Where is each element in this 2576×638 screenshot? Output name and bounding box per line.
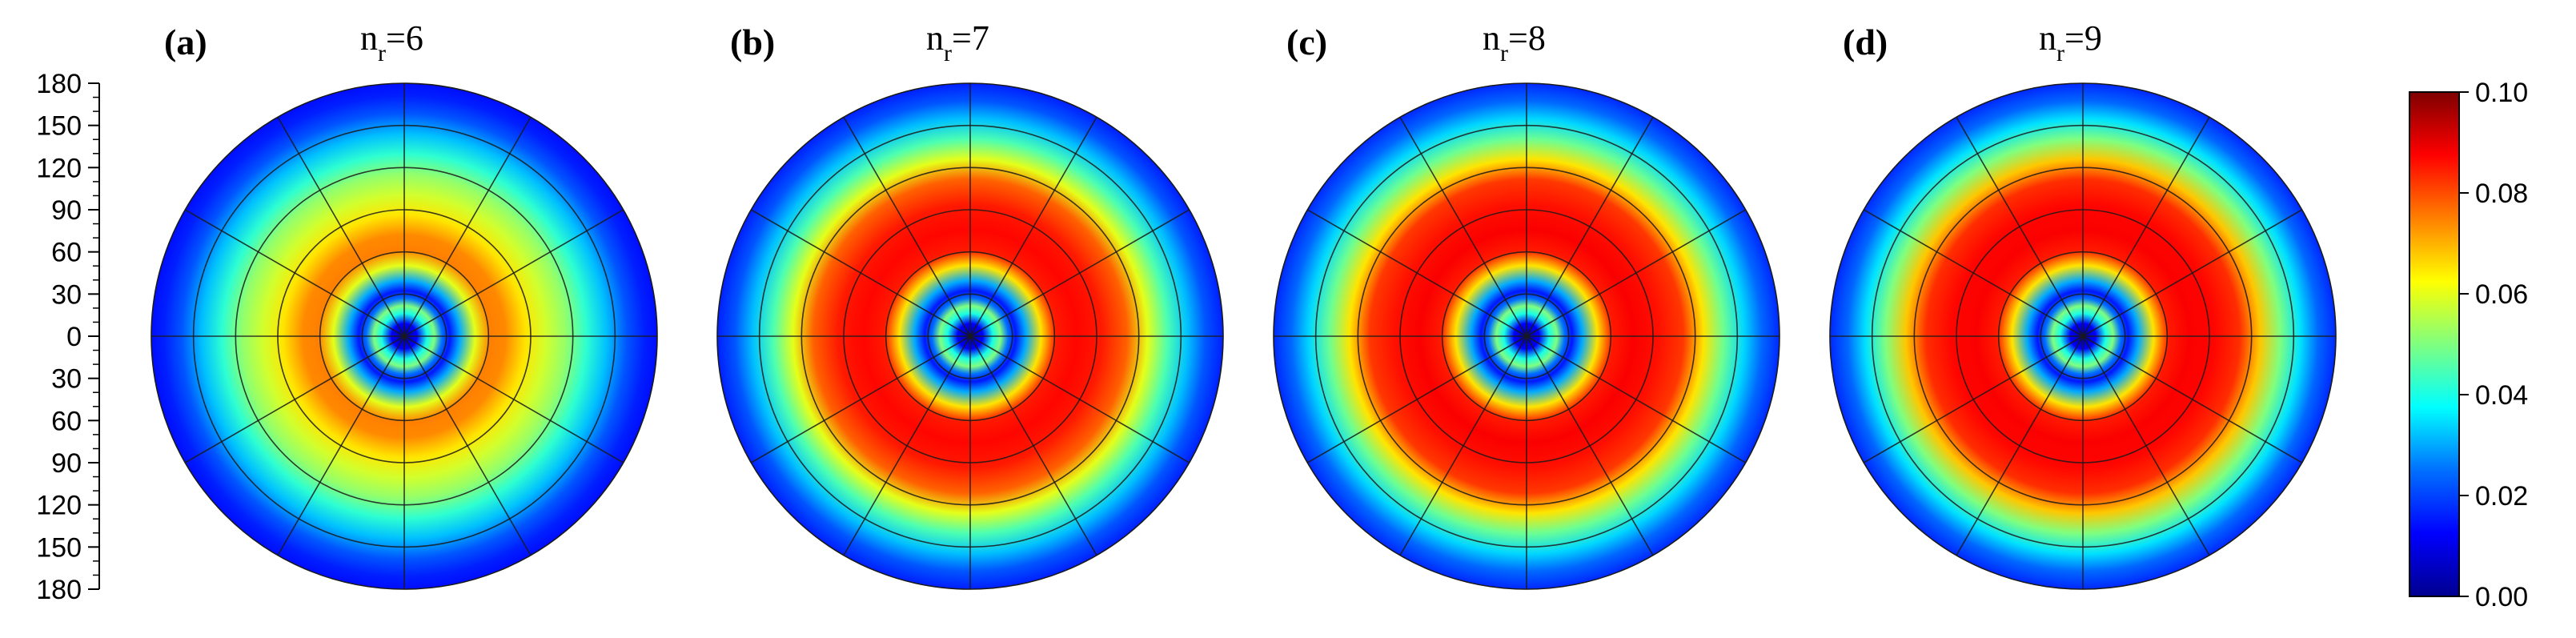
grid-outer-ring	[1273, 82, 1780, 590]
y-tick-label: 180	[36, 69, 82, 99]
grid-ring	[2040, 293, 2126, 379]
grid-ring	[1956, 209, 2210, 463]
panel-label: (c)	[1286, 22, 1327, 62]
y-tick-label: 150	[36, 532, 82, 563]
panels: (a) nr=6 (b) nr=7 (c) nr=8 (d) nr=9	[150, 18, 2337, 590]
grid-outer-ring	[150, 82, 658, 590]
polar-panel-b: (b) nr=7	[716, 18, 1224, 590]
y-axis: 180 150 120 90 60 30 0 30 60 90 120 150 180	[36, 69, 100, 605]
grid-ring	[235, 167, 574, 506]
y-tick-label: 180	[36, 575, 82, 605]
polar-panel-d: (d) nr=9	[1829, 18, 2337, 590]
grid-ring	[758, 124, 1182, 548]
y-tick-label: 0	[66, 322, 82, 352]
y-tick-label: 60	[51, 406, 82, 436]
colorbar-tick-label: 0.02	[2475, 481, 2528, 512]
grid-ring	[1483, 293, 1570, 379]
grid-ring	[800, 167, 1140, 506]
panel-label: (d)	[1843, 22, 1888, 62]
panel-label: (b)	[730, 22, 775, 62]
y-tick-label: 90	[51, 448, 82, 479]
grid-ring	[1871, 124, 2295, 548]
polar-panel-c: (c) nr=8	[1273, 18, 1780, 590]
panel-label: (a)	[164, 22, 207, 62]
panel-title: nr=6	[360, 18, 423, 66]
colorbar-tick-label: 0.08	[2475, 179, 2528, 209]
grid-ring	[192, 124, 616, 548]
y-tick-label: 30	[51, 364, 82, 395]
grid-ring	[277, 209, 532, 463]
panel-title: nr=9	[2039, 18, 2102, 66]
grid-ring	[1441, 251, 1612, 422]
colorbar-tick-label: 0.00	[2475, 582, 2528, 612]
y-tick-label: 120	[36, 491, 82, 521]
grid-ring	[1997, 251, 2169, 422]
colorbar-scale	[2409, 91, 2460, 597]
y-tick-label: 120	[36, 153, 82, 183]
grid-ring	[1913, 167, 2253, 506]
grid-ring	[319, 251, 490, 422]
y-tick-label: 90	[51, 195, 82, 226]
grid-outer-ring	[1829, 82, 2337, 590]
grid-ring	[1399, 209, 1654, 463]
y-tick-label: 30	[51, 279, 82, 310]
panel-title: nr=7	[926, 18, 989, 66]
polar-panel-a: (a) nr=6	[150, 18, 658, 590]
grid-ring	[885, 251, 1056, 422]
colorbar-tick-label: 0.06	[2475, 279, 2528, 310]
grid-ring	[927, 293, 1013, 379]
grid-ring	[361, 293, 447, 379]
grid-ring	[1314, 124, 1739, 548]
grid-ring	[843, 209, 1097, 463]
panel-title: nr=8	[1483, 18, 1546, 66]
y-tick-label: 60	[51, 238, 82, 268]
colorbar-tick-label: 0.10	[2475, 78, 2528, 108]
colorbar: 0.10 0.08 0.06 0.04 0.02 0.00	[2409, 78, 2528, 612]
colorbar-tick-label: 0.04	[2475, 380, 2528, 411]
grid-ring	[1357, 167, 1696, 506]
grid-outer-ring	[716, 82, 1224, 590]
y-tick-label: 150	[36, 111, 82, 142]
